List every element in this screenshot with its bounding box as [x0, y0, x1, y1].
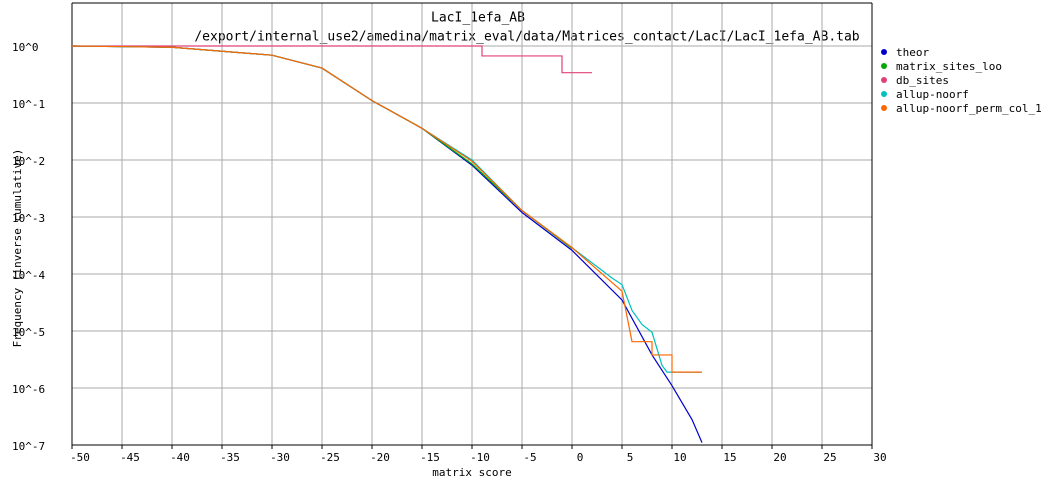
x-tick-label: -5: [523, 451, 536, 464]
legend-label: theor: [896, 46, 929, 59]
legend-marker: [881, 77, 887, 83]
legend-label: matrix_sites_loo: [896, 60, 1002, 73]
x-tick-label: 10: [673, 451, 686, 464]
y-tick-label: 10^-3: [12, 212, 45, 225]
x-axis-label: matrix score: [432, 466, 511, 479]
series-line: [71, 45, 702, 373]
y-tick-label: 10^-6: [12, 383, 45, 396]
x-tick-label: -20: [370, 451, 390, 464]
legend-label: allup-noorf_perm_col_1: [896, 102, 1042, 115]
y-tick-label: 10^-7: [12, 440, 45, 453]
x-tick-label: -10: [470, 451, 490, 464]
series-line: [71, 45, 703, 443]
legend-marker: [881, 105, 887, 111]
x-tick-label: -25: [320, 451, 340, 464]
x-tick-label: 30: [873, 451, 886, 464]
legend-marker: [881, 49, 887, 55]
y-tick-label: 10^-4: [12, 269, 45, 282]
x-tick-label: 20: [773, 451, 786, 464]
series-line: [71, 45, 701, 373]
x-tick-label: 5: [627, 451, 634, 464]
x-tick-label: -30: [270, 451, 290, 464]
x-tick-label: 0: [577, 451, 584, 464]
y-tick-label: 10^-5: [12, 326, 45, 339]
x-tick-label: -50: [70, 451, 90, 464]
y-tick-label: 10^-1: [12, 98, 45, 111]
x-tick-label: -15: [420, 451, 440, 464]
x-tick-label: -40: [170, 451, 190, 464]
x-tick-label: 25: [823, 451, 836, 464]
y-axis-label: Frequency (inverse cumulative): [11, 149, 24, 348]
legend-label: allup-noorf: [896, 88, 969, 101]
x-tick-label: -45: [120, 451, 140, 464]
y-tick-label: 10^-2: [12, 155, 45, 168]
y-tick-label: 10^0: [12, 41, 39, 54]
x-tick-label: 15: [723, 451, 736, 464]
chart-subtitle: /export/internal_use2/amedina/matrix_eva…: [194, 30, 859, 45]
x-tick-label: -35: [220, 451, 240, 464]
legend-label: db_sites: [896, 74, 949, 87]
chart-title: LacI_1efa_AB: [431, 11, 525, 26]
legend-marker: [881, 63, 887, 69]
series-line: [72, 45, 592, 74]
legend-marker: [881, 91, 887, 97]
